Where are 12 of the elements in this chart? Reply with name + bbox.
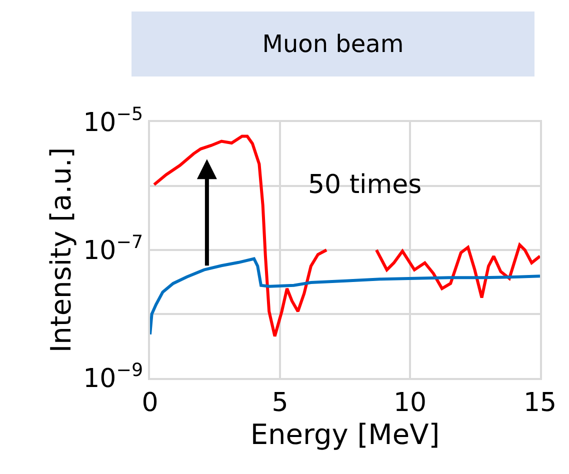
chart-title: Muon beam bbox=[262, 30, 404, 58]
x-tick-label: 5 bbox=[272, 388, 288, 418]
line-series bbox=[150, 257, 540, 336]
x-tick-label: 10 bbox=[393, 388, 427, 418]
x-tick-label: 15 bbox=[523, 388, 557, 418]
x-tick-label: 0 bbox=[142, 388, 158, 418]
y-tick-label: 10$^{−7}$ bbox=[83, 232, 144, 266]
annotation: 50 times bbox=[308, 170, 422, 200]
y-tick-label: 10$^{−9}$ bbox=[83, 360, 144, 394]
x-axis-title: Energy [MeV] bbox=[250, 418, 440, 451]
y-tick-label: 10$^{−5}$ bbox=[83, 104, 144, 138]
y-axis-title: Intensity [a.u.] bbox=[44, 147, 78, 353]
